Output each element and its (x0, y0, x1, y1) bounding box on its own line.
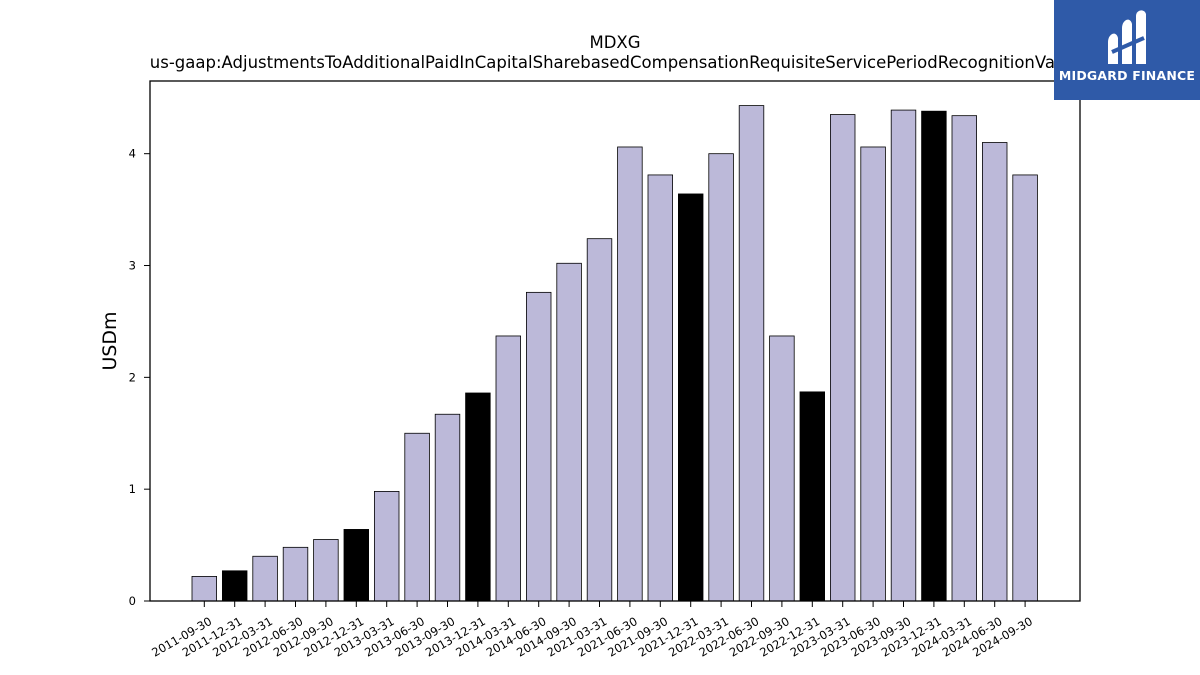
bar-2021-12-31 (678, 193, 704, 602)
bar-2021-06-30 (617, 146, 643, 602)
bar-2022-12-31 (799, 391, 826, 602)
midgard-finance-logo: MIDGARD FINANCE (1054, 0, 1200, 100)
y-axis: 0 1 2 3 4 (129, 147, 150, 608)
y-tick-label: 1 (129, 482, 136, 496)
bar-2012-12-31 (343, 529, 370, 602)
bar-2012-09-30 (313, 539, 339, 602)
bar-2013-09-30 (434, 413, 461, 602)
bar-2023-12-31 (921, 110, 947, 602)
logo-mark-icon (1108, 10, 1146, 64)
y-tick-label: 3 (129, 259, 136, 273)
bar-2022-03-31 (708, 153, 734, 602)
y-tick-label: 4 (129, 147, 136, 161)
bar-2022-09-30 (769, 335, 795, 602)
bars (191, 105, 1038, 602)
bar-2012-06-30 (282, 546, 309, 602)
bar-2014-03-31 (495, 335, 522, 602)
bar-2014-06-30 (526, 291, 552, 602)
bar-2021-09-30 (647, 174, 674, 602)
bar-2023-03-31 (830, 114, 856, 602)
bar-2014-09-30 (556, 262, 582, 602)
bar-2023-09-30 (890, 109, 917, 602)
chart-subtitle: us-gaap:AdjustmentsToAdditionalPaidInCap… (150, 53, 1080, 72)
y-tick-label: 2 (129, 370, 136, 384)
logo-text: MIDGARD FINANCE (1058, 68, 1196, 83)
bar-2024-06-30 (982, 142, 1008, 602)
bar-2024-09-30 (1012, 174, 1038, 602)
y-tick-label: 0 (129, 594, 136, 608)
bar-2023-06-30 (860, 146, 886, 602)
bar-2011-12-31 (221, 570, 248, 602)
bar-2013-03-31 (373, 491, 400, 602)
bar-2013-06-30 (404, 432, 430, 602)
chart-title: MDXG (589, 33, 640, 52)
bar-2012-03-31 (252, 555, 278, 602)
bar-2022-06-30 (738, 105, 765, 602)
bar-2013-12-31 (465, 392, 491, 602)
x-axis: 2011-09-302011-12-312012-03-312012-06-30… (149, 601, 1035, 660)
bar-2021-03-31 (586, 238, 613, 602)
bar-2024-03-31 (951, 115, 978, 602)
bar-2011-09-30 (191, 576, 218, 602)
plot-frame (149, 80, 1081, 602)
y-axis-label: USDm (99, 311, 121, 370)
